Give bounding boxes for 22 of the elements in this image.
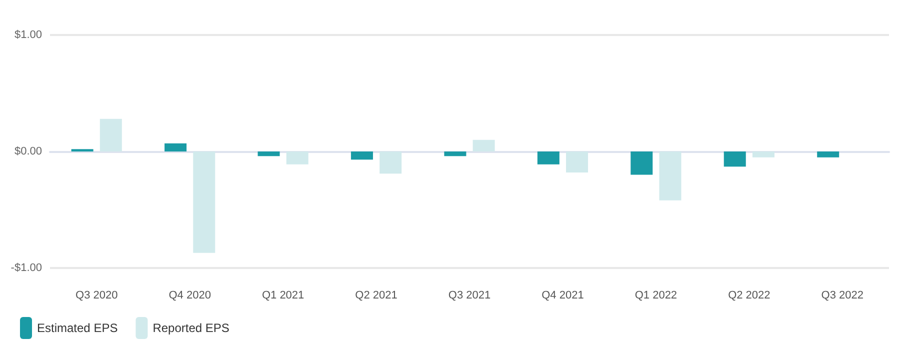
x-tick-label: Q2 2022 [728, 290, 770, 302]
x-tick-label: Q1 2021 [262, 290, 304, 302]
bar [444, 152, 466, 156]
bar [537, 152, 560, 164]
bar [817, 152, 840, 158]
y-tick-label: $1.00 [14, 29, 42, 41]
y-tick-label: $0.00 [14, 146, 42, 158]
x-tick-label: Q1 2022 [634, 290, 678, 302]
x-tick-label: Q4 2020 [168, 290, 211, 302]
legend-label: Reported EPS [152, 321, 230, 335]
bar [258, 152, 280, 156]
x-tick-label: Q4 2021 [542, 290, 584, 302]
bar [630, 152, 653, 175]
x-tick-label: Q3 2021 [448, 290, 491, 302]
x-tick-label: Q3 2020 [76, 290, 118, 302]
bar [164, 143, 187, 152]
x-tick-label: Q2 2021 [355, 290, 398, 302]
x-tick-label: Q3 2022 [821, 290, 864, 302]
bar [724, 152, 746, 167]
bar [350, 152, 373, 160]
y-tick-label: -$1.00 [10, 262, 42, 274]
legend-label: Estimated EPS [37, 321, 118, 335]
